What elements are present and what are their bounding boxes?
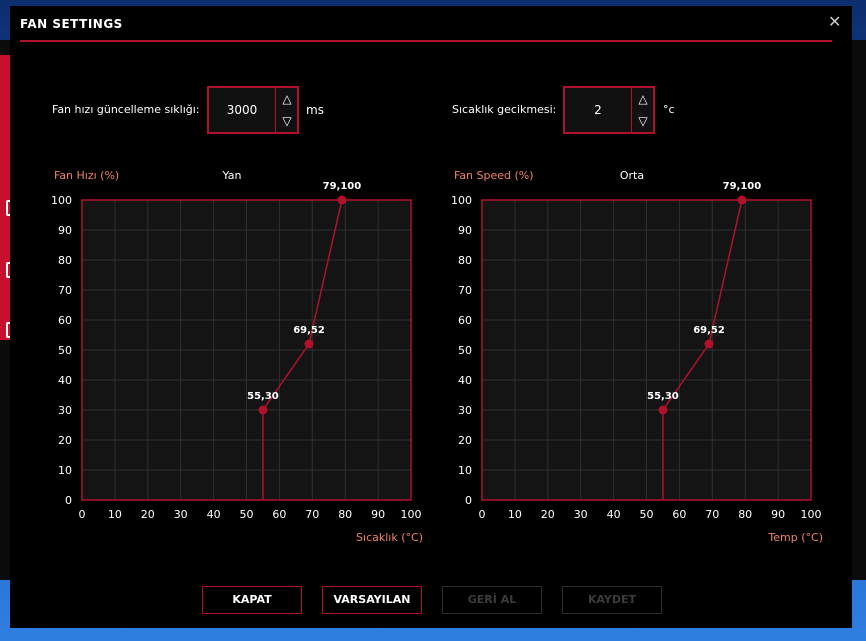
y-tick-label: 0 [65,494,72,507]
x-tick-label: 100 [401,508,422,521]
curve-point [704,339,714,349]
point-label: 55,30 [247,391,279,402]
y-tick-label: 20 [58,434,72,447]
x-tick-label: 80 [738,508,752,521]
title-underline [20,40,832,42]
chart-title: Orta [620,169,644,182]
close-icon[interactable]: ✕ [828,12,842,31]
y-tick-label: 60 [458,314,472,327]
x-tick-label: 20 [141,508,155,521]
y-tick-label: 30 [458,404,472,417]
point-label: 79,100 [323,181,362,192]
fan-curve-line [262,199,343,500]
x-tick-label: 60 [672,508,686,521]
y-tick-label: 20 [458,434,472,447]
x-tick-label: 70 [705,508,719,521]
x-tick-label: 90 [771,508,785,521]
curve-point [658,405,668,415]
y-tick-label: 90 [58,224,72,237]
decrease-arrow-icon[interactable]: ▽ [638,114,648,128]
update-frequency-unit: ms [306,103,324,117]
x-tick-label: 20 [541,508,555,521]
curve-point [304,339,314,349]
y-tick-label: 70 [458,284,472,297]
point-label: 79,100 [723,181,762,192]
point-label: 69,52 [293,325,325,336]
x-tick-label: 80 [338,508,352,521]
y-tick-label: 80 [458,254,472,267]
y-tick-label: 70 [58,284,72,297]
fan-curve-line [662,199,743,500]
increase-arrow-icon[interactable]: △ [638,92,648,106]
x-tick-label: 60 [272,508,286,521]
y-tick-label: 10 [58,464,72,477]
x-axis-label: Sıcaklık (°C) [356,531,423,544]
update-frequency-stepper[interactable]: 3000 △ ▽ [207,86,299,134]
y-axis-label: Fan Hızı (%) [54,169,119,182]
plot-border [81,199,412,501]
temperature-delay-input[interactable]: 2 [594,103,602,117]
dialog-title: FAN SETTINGS [20,17,123,31]
y-tick-label: 30 [58,404,72,417]
y-tick-label: 50 [58,344,72,357]
curve-point [258,405,268,415]
x-tick-label: 70 [305,508,319,521]
x-tick-label: 90 [371,508,385,521]
curve-point [337,195,347,205]
point-label: 69,52 [693,325,725,336]
temperature-delay-label: Sıcaklık gecikmesi: [452,103,557,116]
y-tick-label: 80 [58,254,72,267]
close-button[interactable]: KAPAT [202,586,302,614]
x-tick-label: 30 [174,508,188,521]
y-tick-label: 100 [51,194,72,207]
temperature-delay-unit: °c [663,103,675,116]
y-tick-label: 60 [58,314,72,327]
x-tick-label: 50 [240,508,254,521]
x-axis-label: Temp (°C) [767,531,823,544]
decrease-arrow-icon[interactable]: ▽ [282,114,292,128]
update-frequency-input[interactable]: 3000 [226,103,258,117]
x-tick-label: 50 [640,508,654,521]
point-label: 55,30 [647,391,679,402]
y-tick-label: 90 [458,224,472,237]
increase-arrow-icon[interactable]: △ [282,92,292,106]
chart-title: Yan [222,169,242,182]
x-tick-label: 100 [801,508,822,521]
x-tick-label: 10 [508,508,522,521]
plot-border [481,199,812,501]
x-tick-label: 0 [479,508,486,521]
curve-point [737,195,747,205]
x-tick-label: 10 [108,508,122,521]
x-tick-label: 40 [207,508,221,521]
fan-curve-chart-right[interactable]: 0 10 20 30 40 50 60 70 80 90 100 0 10 20 30 40 50 60 70 80 9… [451,169,823,544]
x-tick-label: 40 [607,508,621,521]
fan-curve-chart-left[interactable]: 0 10 20 30 40 50 60 70 80 90 100 0 10 20 30 40 50 60 70 80 9… [51,169,423,544]
temperature-delay-stepper[interactable]: 2 △ ▽ [563,86,655,134]
update-frequency-label: Fan hızı güncelleme sıklığı: [52,103,200,116]
y-axis-label: Fan Speed (%) [454,169,534,182]
y-tick-label: 100 [451,194,472,207]
fan-curves: 0 10 20 30 40 50 60 70 80 90 100010203040506070809… [51,169,823,544]
y-tick-label: 50 [458,344,472,357]
save-button[interactable]: KAYDET [562,586,662,614]
default-button[interactable]: VARSAYILAN [322,586,422,614]
x-tick-label: 0 [79,508,86,521]
y-tick-label: 40 [458,374,472,387]
y-tick-label: 0 [465,494,472,507]
x-tick-label: 30 [574,508,588,521]
y-tick-label: 40 [58,374,72,387]
undo-button[interactable]: GERİ AL [442,586,542,614]
y-tick-label: 10 [458,464,472,477]
fan-settings-dialog: FAN SETTINGS ✕ Fan hızı güncelleme sıklı… [10,6,852,628]
